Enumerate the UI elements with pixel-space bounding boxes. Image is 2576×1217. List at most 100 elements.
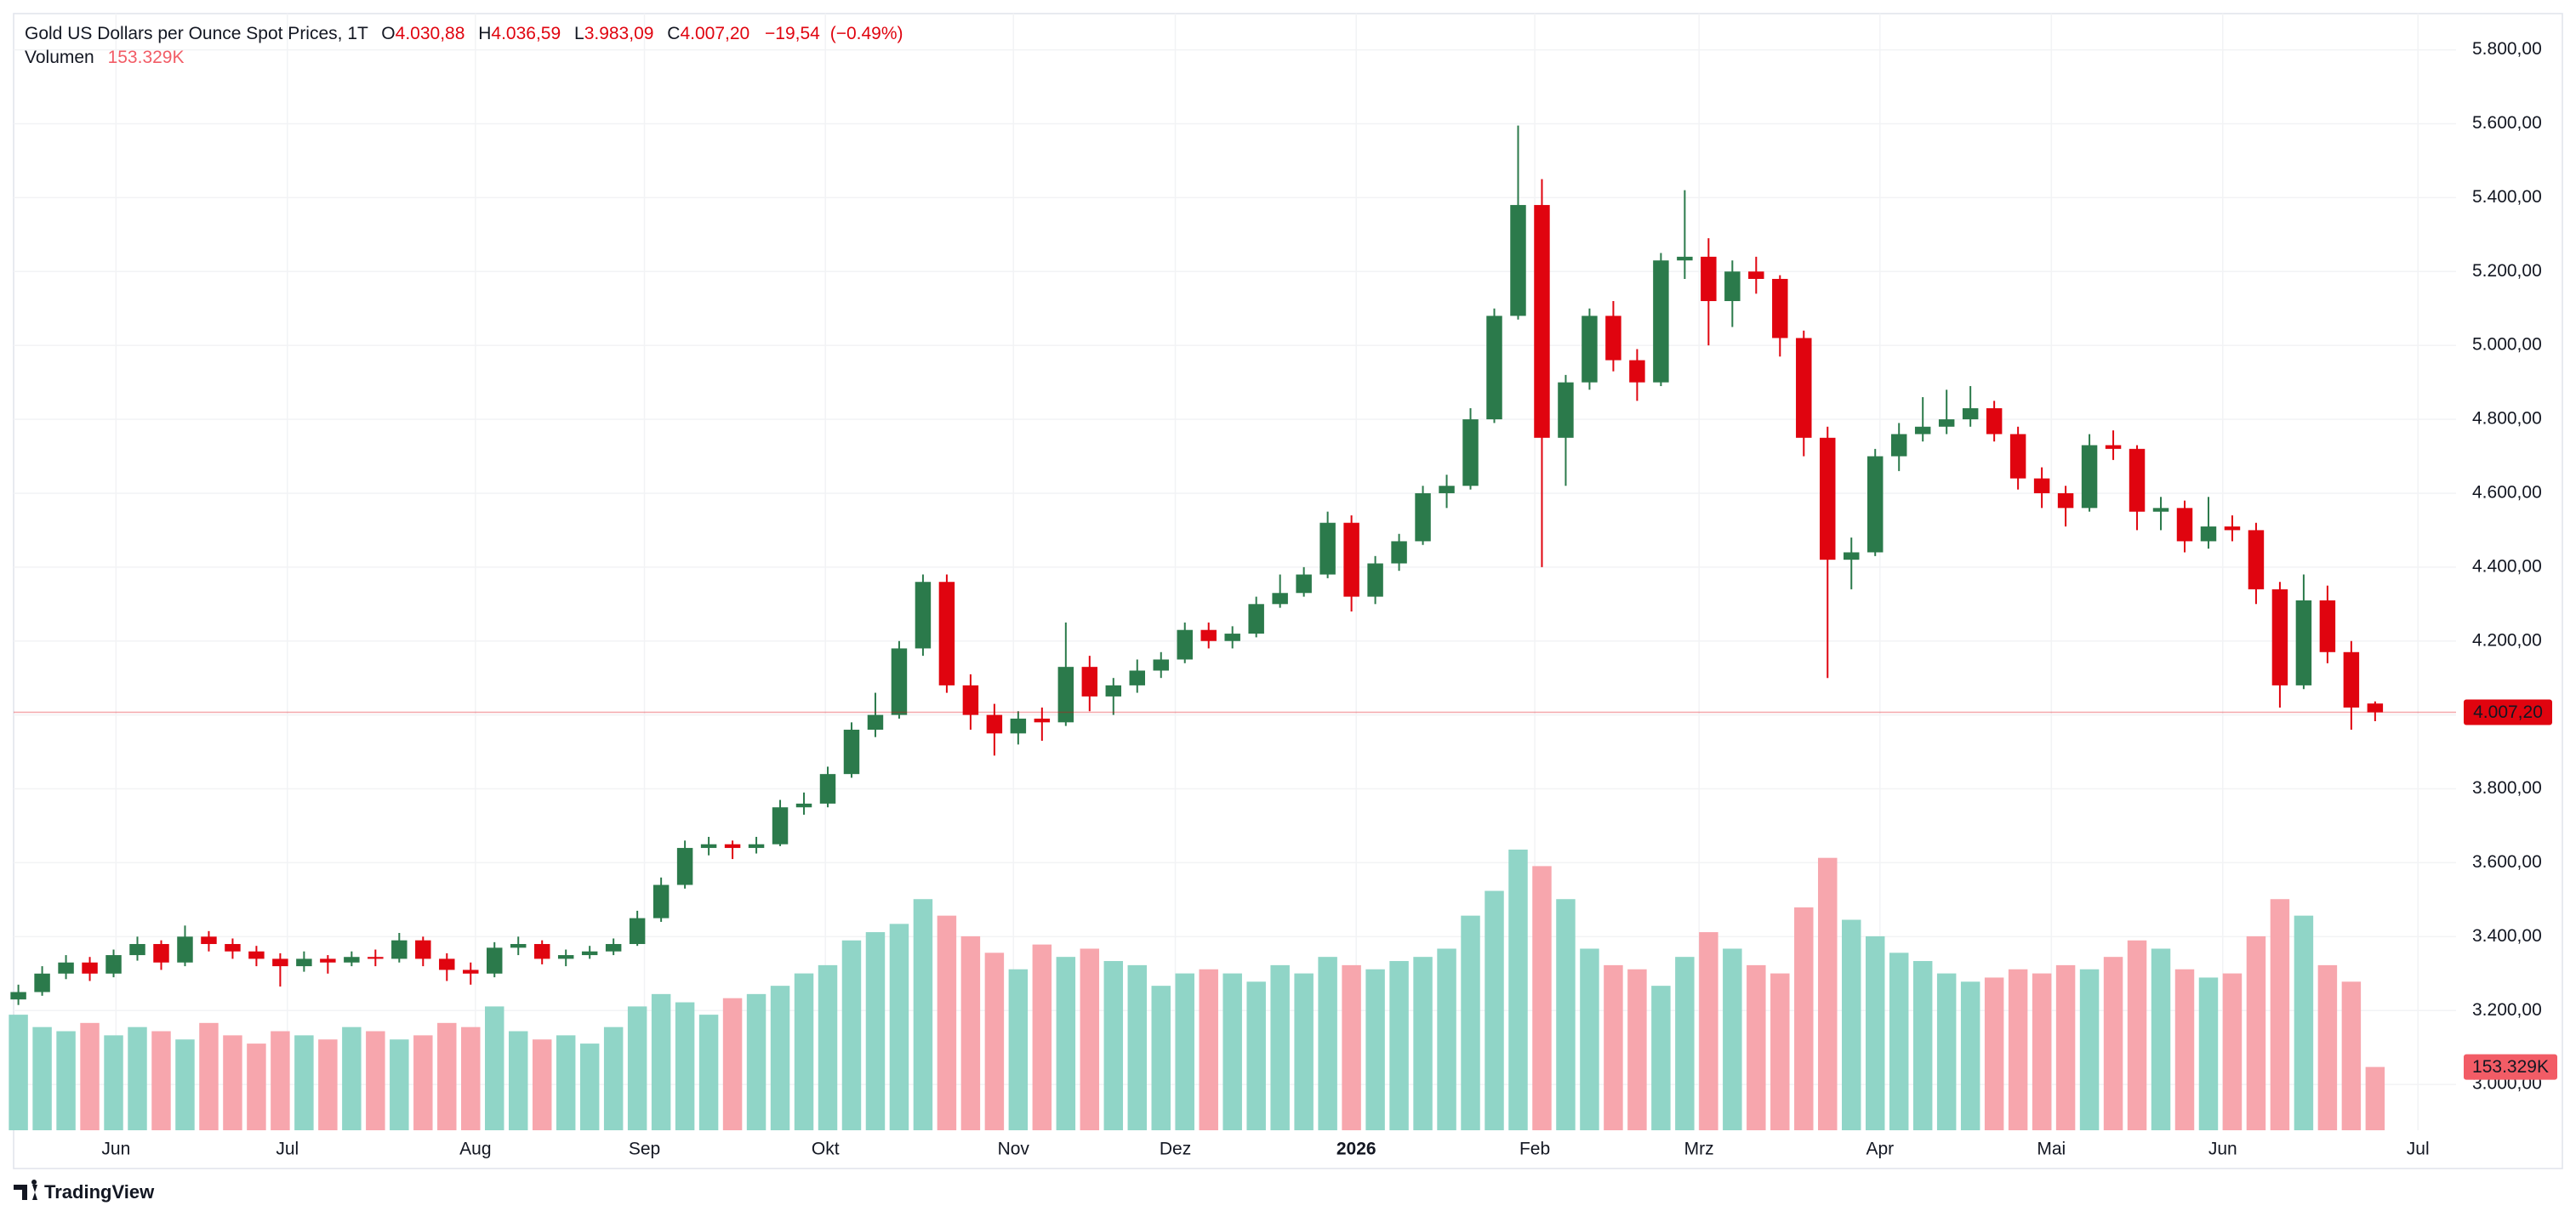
volume-bar — [2294, 915, 2314, 1130]
volume-bar — [841, 940, 862, 1130]
volume-bar — [413, 1035, 433, 1130]
candle-body — [1343, 522, 1359, 597]
candle-body — [1057, 667, 1074, 723]
volume-bar — [1103, 961, 1124, 1130]
candle-body — [105, 955, 122, 974]
candle-body — [1367, 563, 1383, 597]
candle-body — [34, 973, 50, 992]
volume-bar — [1627, 969, 1647, 1130]
volume-bar — [128, 1026, 147, 1130]
volume-bar — [1889, 953, 1909, 1130]
candle-body — [10, 992, 26, 1000]
volume-bar — [2222, 973, 2243, 1130]
candle-body — [1200, 629, 1217, 641]
volume-bar — [1912, 961, 1933, 1130]
ohlc-name: L — [574, 24, 584, 43]
volume-bar — [2198, 977, 2219, 1130]
volume-bar — [2365, 1066, 2385, 1130]
x-tick-label: Jun — [101, 1140, 130, 1159]
volume-bar — [865, 932, 886, 1130]
volume-bar — [485, 1006, 504, 1130]
candle-body — [1034, 718, 1051, 723]
candle-body — [1462, 419, 1479, 486]
candle-body — [1844, 552, 1860, 560]
candle-body — [2224, 526, 2241, 531]
volume-bar — [2246, 935, 2266, 1130]
candle-body — [201, 936, 217, 945]
candle-body — [2271, 589, 2288, 685]
x-tick-label: Mai — [2037, 1140, 2066, 1159]
candle-body — [557, 955, 574, 959]
volume-bar — [1604, 964, 1623, 1130]
volume-bar — [1485, 890, 1504, 1130]
candle-body — [1510, 205, 1526, 316]
volume-bar — [1008, 969, 1029, 1130]
change-pct: (−0.49%) — [830, 24, 903, 43]
y-tick-label: 5.200,00 — [2472, 261, 2542, 281]
volume-bar — [2174, 969, 2195, 1130]
x-tick-label: Jun — [2208, 1140, 2237, 1159]
brand: TradingView — [44, 1181, 155, 1203]
volume-bar — [913, 899, 933, 1130]
candle-body — [938, 582, 955, 685]
candle-body — [1177, 629, 1193, 660]
candle-body — [1914, 426, 1931, 435]
volume-bar — [390, 1039, 409, 1130]
candle-body — [1866, 456, 1884, 553]
volume-bar — [651, 993, 671, 1130]
candle-body — [2319, 600, 2336, 652]
chart-frame — [13, 13, 2563, 1169]
candle-body — [1605, 316, 1621, 361]
volume-bar — [1556, 899, 1576, 1130]
candle-body — [1224, 634, 1240, 641]
volume-bar — [1747, 964, 1766, 1130]
x-tick-label: Nov — [998, 1140, 1030, 1159]
volume-bar — [1032, 944, 1052, 1130]
x-tick-label: Sep — [629, 1140, 660, 1159]
volume-bar — [1151, 986, 1171, 1130]
volume-bar — [318, 1039, 338, 1130]
volume-bar — [2127, 940, 2147, 1130]
candle-body — [1558, 382, 1574, 438]
volume-bar — [104, 1035, 123, 1130]
candle-body — [772, 807, 789, 845]
candle-body — [82, 962, 98, 974]
candle-body — [2248, 530, 2265, 589]
volume-bar — [199, 1022, 219, 1130]
candle-body — [2033, 478, 2050, 493]
y-tick-label: 5.000,00 — [2472, 335, 2542, 355]
volume-bar — [937, 915, 957, 1130]
candle-body — [439, 958, 455, 970]
y-tick-label: 4.200,00 — [2472, 630, 2542, 650]
candle-body — [1748, 271, 1764, 279]
candle-body — [1629, 360, 1645, 383]
candle-body — [2200, 526, 2217, 542]
volume-bar — [32, 1026, 52, 1130]
candle-body — [2057, 492, 2074, 509]
ohlc-value: 4.030,88 — [396, 24, 465, 43]
volume-bar — [2103, 957, 2123, 1130]
y-tick-label: 5.400,00 — [2472, 187, 2542, 207]
volume-bar — [1699, 932, 1718, 1130]
volume-value: 153.329K — [108, 48, 185, 67]
candle-body — [1986, 408, 2003, 435]
change: −19,54 — [765, 24, 820, 43]
volume-bar — [1984, 977, 2004, 1130]
volume-bar — [627, 1006, 647, 1130]
x-tick-label: Feb — [1519, 1140, 1550, 1159]
chart-title: Gold US Dollars per Ounce Spot Prices, 1… — [25, 24, 368, 43]
x-tick-label: 2026 — [1336, 1140, 1376, 1159]
candle-body — [915, 582, 932, 649]
candle-body — [1105, 685, 1122, 697]
volume-bar — [1175, 973, 1194, 1130]
volume-bar — [2032, 973, 2052, 1130]
volume-bar — [2341, 981, 2362, 1130]
last-price-tag — [2464, 699, 2552, 725]
candle-body — [2176, 508, 2193, 542]
candle-body — [1772, 278, 1788, 338]
candle-body — [1796, 338, 1812, 438]
volume-bar — [1508, 850, 1528, 1130]
candle-body — [819, 774, 836, 804]
y-tick-label: 3.400,00 — [2472, 926, 2542, 946]
